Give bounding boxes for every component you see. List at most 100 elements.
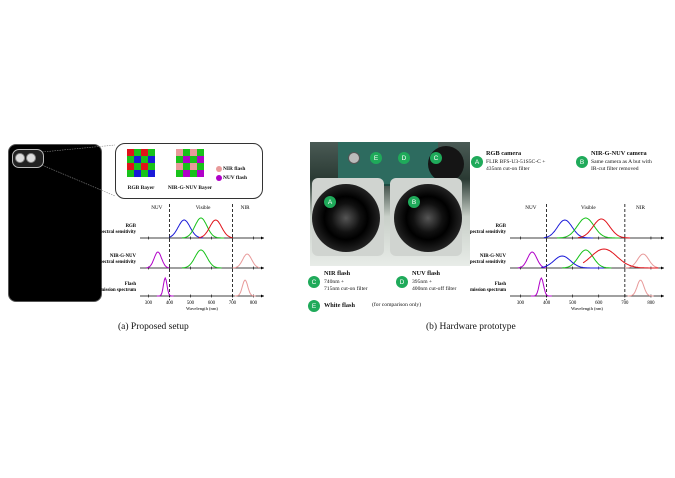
x-tick-label: 300 — [145, 301, 153, 306]
x-axis-label: Wavelength (nm) — [571, 306, 603, 311]
bayer-cell — [190, 163, 197, 170]
annotation-badge-d: D — [396, 276, 408, 288]
caption-left: (a) Proposed setup — [118, 322, 189, 332]
bayer-cell — [190, 156, 197, 163]
red-nir-leak-curve — [582, 248, 659, 269]
photo-badge-c: C — [430, 152, 442, 164]
bayer-cell — [183, 149, 190, 156]
green-sensitivity-curve — [557, 217, 620, 239]
row-axis-arrow — [661, 236, 664, 240]
nuv-sensitivity-curve — [517, 251, 547, 269]
nir-sensitivity-curve — [232, 253, 260, 269]
nuv-flash-swatch — [216, 175, 222, 181]
row-label: Flash — [125, 282, 137, 287]
photo-badge-d: D — [398, 152, 410, 164]
g-sensitivity-curve — [181, 249, 222, 269]
annotation-badge-b: B — [576, 156, 588, 168]
x-tick-label: 700 — [229, 301, 237, 306]
nir-flash-label: NIR flash — [223, 166, 246, 172]
region-label: NIR — [241, 205, 250, 211]
x-axis-label: Wavelength (nm) — [186, 306, 218, 311]
row-label: spectral sensitivity — [100, 260, 137, 265]
bayer-cell — [141, 149, 148, 156]
row-label: Flash — [495, 282, 507, 287]
row-label: spectral sensitivity — [100, 230, 137, 235]
bayer-cell — [134, 156, 141, 163]
bayer-cell — [176, 170, 183, 177]
annotation-d-title: NUV flash — [412, 270, 441, 277]
rgb-bayer-grid — [127, 149, 155, 177]
x-tick-label: 600 — [595, 301, 603, 306]
nuv-flash-curve — [156, 276, 174, 297]
bayer-cell — [197, 170, 204, 177]
bayer-cell — [190, 170, 197, 177]
bayer-cell — [197, 156, 204, 163]
bayer-cell — [183, 170, 190, 177]
row-label: NIR-G-NUV — [110, 254, 137, 259]
bayer-cell — [141, 163, 148, 170]
annotation-e-title: White flash — [324, 302, 355, 309]
annotation-b-title: NIR-G-NUV camera — [591, 150, 647, 157]
bayer-cell — [197, 163, 204, 170]
x-tick-label: 400 — [543, 301, 551, 306]
bayer-cell — [183, 156, 190, 163]
annotation-d-body: 395nm + 400nm cut-off filter — [412, 279, 457, 292]
bayer-cell — [127, 170, 134, 177]
x-tick-label: 700 — [621, 301, 629, 306]
row-label: RGB — [126, 224, 137, 229]
bayer-cell — [127, 163, 134, 170]
row-label: spectral sensitivity — [470, 260, 507, 265]
bayer-cell — [127, 156, 134, 163]
blue-nir-leak-curve — [541, 255, 604, 269]
nuv-sensitivity-curve — [146, 251, 170, 269]
x-tick-label: 400 — [166, 301, 174, 306]
region-label: NUV — [151, 205, 162, 211]
nir-g-nuv-bayer-grid — [176, 149, 204, 177]
bayer-cell — [148, 156, 155, 163]
x-tick-label: 800 — [250, 301, 258, 306]
phone-lens-2 — [26, 153, 36, 163]
row-axis-arrow — [661, 266, 664, 270]
phone-lens-1 — [15, 153, 25, 163]
annotation-badge-e: E — [308, 300, 320, 312]
x-tick-label: 500 — [187, 301, 195, 306]
lens-b — [394, 184, 462, 252]
lens-a — [312, 184, 380, 252]
region-label: NUV — [525, 205, 536, 211]
x-tick-label: 600 — [208, 301, 216, 306]
nir-g-nuv-bayer-label: NIR-G-NUV Bayer — [167, 185, 213, 191]
annotation-e-body: (for comparison only) — [372, 302, 422, 308]
bayer-cell — [127, 149, 134, 156]
bayer-cell — [176, 156, 183, 163]
nir-flash-curve — [234, 279, 256, 297]
row-label: RGB — [496, 224, 507, 229]
row-label: emission spectrum — [100, 288, 136, 293]
prototype-photo — [310, 142, 470, 266]
rgb-bayer-label: RGB Bayer — [127, 185, 155, 191]
region-label: Visible — [581, 205, 596, 211]
bayer-cell — [134, 170, 141, 177]
row-axis-arrow — [261, 266, 264, 270]
bayer-cell — [183, 163, 190, 170]
caption-right: (b) Hardware prototype — [426, 322, 516, 332]
red-sensitivity-curve — [198, 219, 233, 239]
blue-sensitivity-curve — [169, 219, 204, 239]
annotation-a-title: RGB camera — [486, 150, 522, 157]
annotation-a-body: FLIR BFS-U3-51S5C-C + 435nm cut-on filte… — [486, 159, 546, 172]
row-axis-arrow — [261, 236, 264, 240]
phone-body — [8, 144, 102, 302]
bayer-cell — [134, 163, 141, 170]
annotation-badge-a: A — [471, 156, 483, 168]
annotation-badge-c: C — [308, 276, 320, 288]
row-label: emission spectrum — [470, 288, 506, 293]
blue-sensitivity-curve — [543, 219, 593, 239]
annotation-c-title: NIR flash — [324, 270, 351, 277]
photo-badge-b: B — [408, 196, 420, 208]
green-sensitivity-curve — [181, 217, 225, 239]
region-label: NIR — [636, 205, 645, 211]
bayer-cell — [190, 149, 197, 156]
bayer-cell — [176, 163, 183, 170]
